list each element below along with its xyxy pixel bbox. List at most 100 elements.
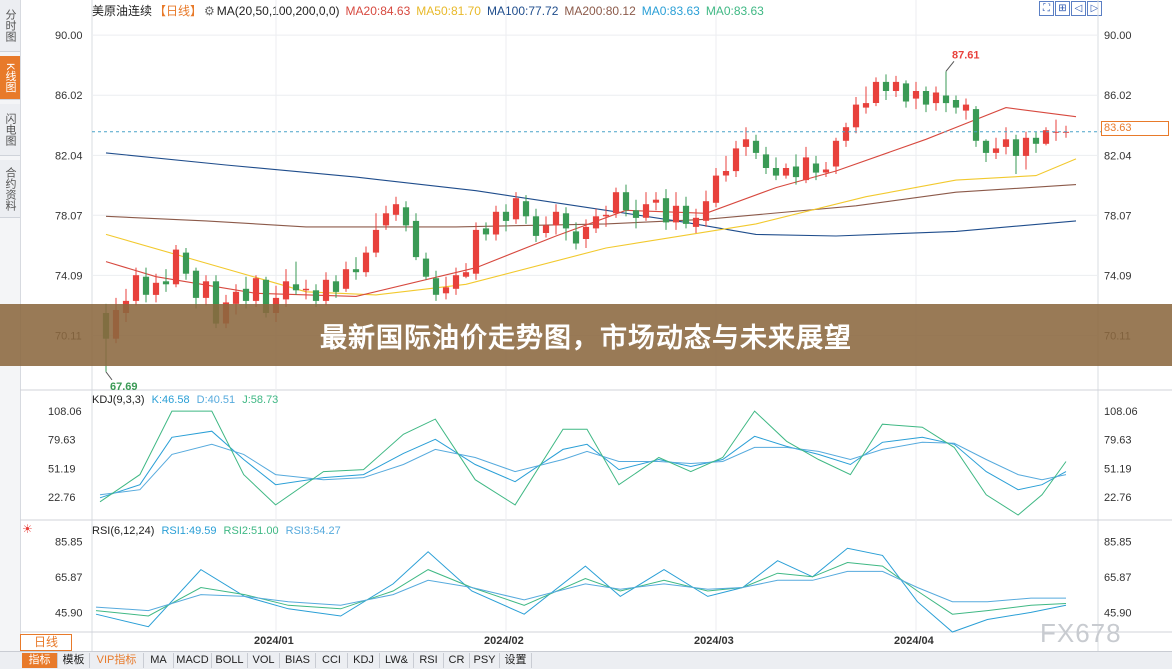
- price-tick-right-1: 86.02: [1104, 90, 1132, 102]
- candle-body-53: [632, 210, 640, 218]
- candle-body-21: [312, 290, 320, 301]
- rsi-tick-right-1: 65.87: [1104, 572, 1132, 584]
- instrument-name: 美原油连续: [92, 4, 153, 18]
- candle-body-41: [512, 198, 520, 220]
- toolbar-tab-9[interactable]: KDJ: [348, 653, 380, 668]
- toolbar-tab-4[interactable]: MACD: [174, 653, 212, 668]
- candle-body-51: [612, 192, 620, 214]
- candle-body-74: [842, 127, 850, 141]
- candle-body-20: [302, 288, 310, 291]
- sidebar-tab-3[interactable]: 合约资料: [0, 160, 20, 218]
- x-tick-1: 2024/02: [484, 635, 524, 647]
- sidebar-tab-2[interactable]: 闪电图: [0, 104, 20, 156]
- candle-body-58: [682, 205, 690, 224]
- candle-body-30: [402, 207, 410, 226]
- toolbar-tab-3[interactable]: MA: [144, 653, 174, 668]
- toolbar-tab-6[interactable]: VOL: [248, 653, 280, 668]
- toolbar-tab-10[interactable]: LW&: [380, 653, 414, 668]
- price-tick-right-0: 90.00: [1104, 30, 1132, 42]
- headline-text: 最新国际油价走势图，市场动态与未来展望: [320, 322, 852, 353]
- rsi-tick-left-0: 85.85: [55, 536, 83, 548]
- candle-body-47: [572, 231, 580, 244]
- prev-icon[interactable]: ◁: [1071, 1, 1086, 16]
- ma200-line: [105, 184, 1077, 228]
- rsi-settings-icon[interactable]: ☀: [22, 522, 33, 536]
- candle-body-24: [342, 269, 350, 289]
- rsi-tick-left-1: 65.87: [55, 572, 83, 584]
- low-marker-line: [105, 371, 113, 381]
- kdj-j-line: [99, 410, 1067, 516]
- ma0-value-1: MA0:83.63: [641, 4, 700, 18]
- candle-body-26: [362, 252, 370, 273]
- candle-body-38: [482, 228, 490, 235]
- kdj-k-value: K:46.58: [151, 394, 190, 406]
- candle-body-78: [882, 81, 890, 91]
- candle-body-14: [242, 288, 250, 301]
- ma200-value: MA200:80.12: [564, 4, 636, 18]
- grid-icon[interactable]: ⊞: [1055, 1, 1070, 16]
- sidebar-tab-1[interactable]: K线图: [0, 56, 20, 100]
- x-tick-2: 2024/03: [694, 635, 734, 647]
- x-tick-0: 2024/01: [254, 635, 294, 647]
- settings-icon[interactable]: ⚙: [204, 4, 215, 18]
- candle-body-64: [742, 139, 750, 147]
- candle-body-86: [962, 104, 970, 111]
- candle-body-18: [282, 281, 290, 300]
- candle-body-87: [972, 109, 980, 141]
- toolbar-tab-2[interactable]: VIP指标: [90, 653, 144, 668]
- candle-body-61: [712, 175, 720, 203]
- toolbar-tab-1[interactable]: 模板: [58, 653, 90, 668]
- candle-body-35: [452, 275, 460, 289]
- toolbar-tab-13[interactable]: PSY: [470, 653, 500, 668]
- kdj-tick-left-1: 79.63: [48, 435, 76, 447]
- toolbar-tab-12[interactable]: CR: [444, 653, 470, 668]
- candle-body-80: [902, 83, 910, 102]
- candle-body-59: [692, 217, 700, 227]
- toolbar-tab-11[interactable]: RSI: [414, 653, 444, 668]
- candle-body-33: [432, 278, 440, 295]
- candle-body-91: [1012, 139, 1020, 156]
- rsi-rsi2-line: [95, 561, 1067, 617]
- candle-body-75: [852, 104, 860, 128]
- price-tick-left-0: 90.00: [55, 30, 83, 42]
- kdj-tick-right-0: 108.06: [1104, 406, 1138, 418]
- rsi-rsi3-line: [95, 570, 1066, 612]
- candle-body-45: [552, 211, 560, 226]
- candle-body-43: [532, 216, 540, 236]
- candle-body-49: [592, 216, 600, 229]
- candle-body-89: [992, 148, 1000, 153]
- candle-body-83: [932, 92, 940, 104]
- toolbar-tab-14[interactable]: 设置: [500, 653, 532, 668]
- candle-body-65: [752, 140, 760, 153]
- kdj-tick-left-0: 108.06: [48, 406, 82, 418]
- rsi1-value: RSI1:49.59: [161, 525, 217, 537]
- period-label[interactable]: 【日线】: [154, 4, 203, 18]
- ma50-value: MA50:81.70: [416, 4, 481, 18]
- indicator-toolbar: 指标 模板 VIP指标 MA MACD BOLL VOL BIAS CCI KDJ LW& RSI CR…: [0, 651, 1172, 669]
- candle-body-66: [762, 154, 770, 168]
- candle-body-29: [392, 204, 400, 215]
- candle-body-71: [812, 163, 820, 173]
- candle-body-19: [292, 284, 300, 291]
- candle-body-39: [492, 211, 500, 235]
- candle-body-68: [782, 168, 790, 176]
- sidebar-tab-0[interactable]: 分时图: [0, 0, 20, 52]
- toolbar-tab-0[interactable]: 指标: [22, 653, 58, 668]
- kdj-tick-right-1: 79.63: [1104, 435, 1132, 447]
- toolbar-tab-7[interactable]: BIAS: [280, 653, 316, 668]
- kdj-tick-left-2: 51.19: [48, 463, 76, 475]
- ma0-value-2: MA0:83.63: [705, 4, 764, 18]
- candle-body-44: [542, 225, 550, 233]
- toolbar-tab-8[interactable]: CCI: [316, 653, 348, 668]
- ma50-line: [105, 158, 1077, 296]
- period-tab[interactable]: 日线: [20, 634, 72, 651]
- fullscreen-icon[interactable]: ⛶: [1039, 1, 1054, 16]
- candle-body-82: [922, 91, 930, 105]
- rsi-tick-right-2: 45.90: [1104, 608, 1132, 620]
- toolbar-tab-5[interactable]: BOLL: [212, 653, 248, 668]
- candle-body-70: [802, 157, 810, 181]
- ma-params: MA(20,50,100,200,0,0): [216, 4, 340, 18]
- ma20-value: MA20:84.63: [345, 4, 411, 18]
- price-tick-left-1: 86.02: [55, 90, 83, 102]
- candle-body-50: [602, 214, 610, 217]
